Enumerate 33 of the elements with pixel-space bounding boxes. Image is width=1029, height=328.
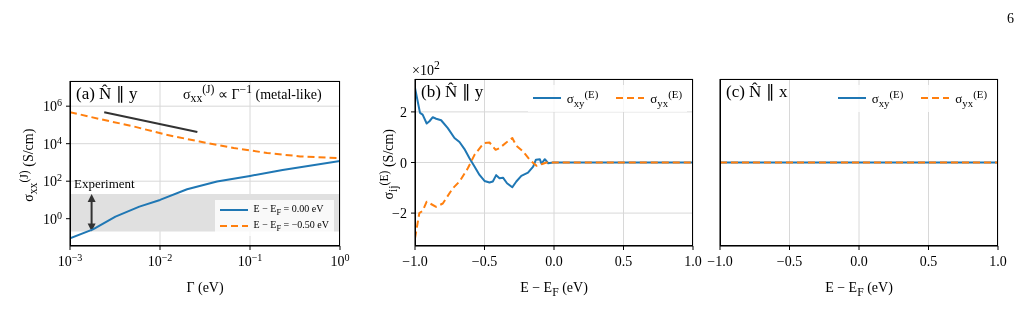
x-axis-title: Γ (eV) [185,280,225,296]
x-tick-label: −0.5 [776,254,803,269]
band-label: Experiment [74,175,136,191]
chart-title: (b) N̂ ∥ y [421,81,484,102]
x-tick-label: 1.0 [684,254,702,269]
y-tick-label: 10$^{4}$ [42,134,62,152]
text: 6 [1007,11,1014,27]
annotation: σ$_{xx}$$^{(J)}$ ∝ Γ$^{−1}$ (metal-like) [183,83,322,106]
x-axis-title: E − E$_{F}$ (eV) [519,280,589,299]
chart-title: (c) N̂ ∥ x [726,81,788,102]
x-tick-label: 10$^{−3}$ [57,251,83,269]
legend-label: E − E$_{F}$ = −0.50 eV [253,219,329,233]
text: ×10$^{2}$ [412,59,440,79]
y-tick-label: 10$^{6}$ [42,96,62,115]
y-tick-label: 2 [400,104,407,120]
y-tick-label: 10$^{0}$ [42,209,62,227]
x-axis-title: E − E$_{F}$ (eV) [824,280,894,299]
y-tick-label: −2 [392,206,407,222]
y-tick-label: 0 [400,155,407,171]
x-tick-label: −1.0 [707,254,733,269]
x-tick-label: 1.0 [989,254,1007,269]
x-tick-label: 10$^{−2}$ [147,251,173,269]
x-tick-label: 0.5 [614,254,633,269]
x-tick-label: −0.5 [471,254,498,269]
x-tick-label: 10$^{−1}$ [237,251,263,269]
x-tick-label: 0.0 [850,254,868,269]
legend-label: E − E$_{F}$ = 0.00 eV [253,203,324,217]
x-tick-label: 0.0 [545,254,563,269]
x-tick-label: 0.5 [919,254,938,269]
x-tick-label: −1.0 [402,254,428,269]
chart-title: (a) N̂ ∥ y [76,83,138,104]
y-tick-label: 10$^{2}$ [42,171,62,190]
x-tick-label: 10$^{0}$ [330,251,350,269]
